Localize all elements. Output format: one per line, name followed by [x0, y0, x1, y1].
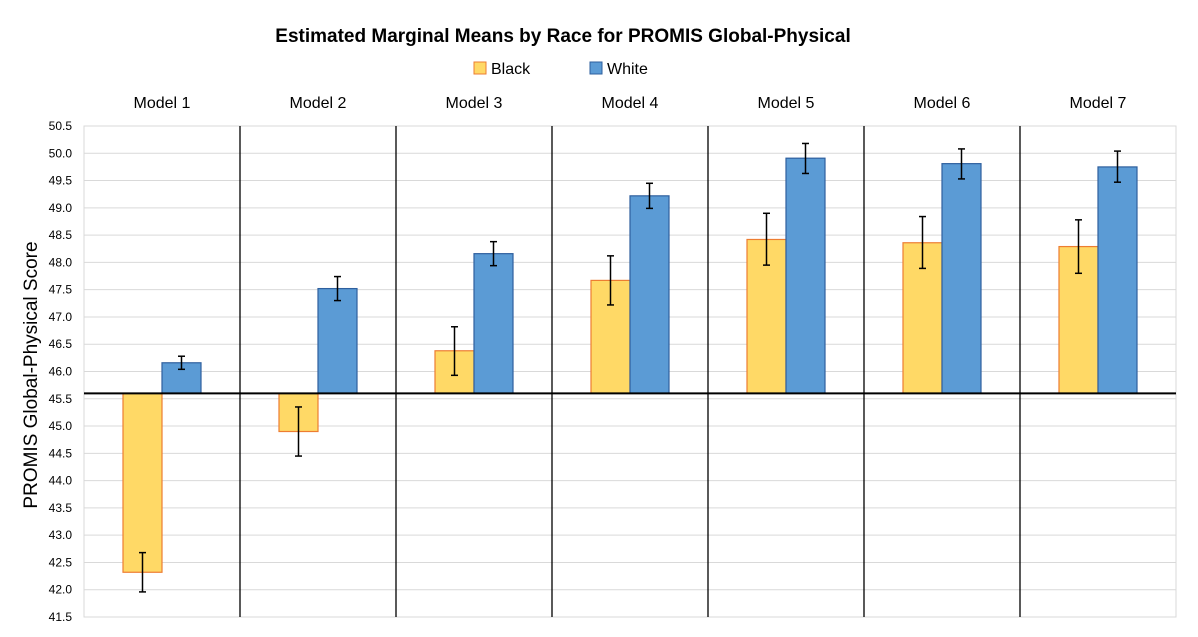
legend-label-white: White: [607, 61, 648, 78]
error-bars: [139, 142, 1121, 593]
y-tick-label: 44.5: [49, 446, 73, 460]
y-tick-label: 43.5: [49, 501, 73, 515]
bar-black: [122, 392, 163, 573]
y-tick-label: 47.5: [49, 283, 73, 297]
y-tick-label: 42.0: [49, 583, 73, 597]
bars: [122, 157, 1138, 573]
y-tick-label: 46.0: [49, 365, 73, 379]
model-labels: Model 1 Model 2 Model 3 Model 4 Model 5 Model…: [134, 95, 1127, 112]
legend-label-black: Black: [491, 61, 531, 78]
y-tick-label: 44.0: [49, 474, 73, 488]
bar-white: [1097, 166, 1138, 394]
bar-white: [629, 195, 670, 394]
legend-swatch-black: [473, 61, 487, 75]
y-tick-label: 45.5: [49, 392, 73, 406]
bar-white: [785, 157, 826, 394]
y-tick-label: 43.0: [49, 528, 73, 542]
model-label: Model 7: [1070, 95, 1127, 112]
y-tick-label: 49.0: [49, 201, 73, 215]
y-tick-label: 42.5: [49, 555, 73, 569]
model-label: Model 2: [290, 95, 347, 112]
model-label: Model 6: [914, 95, 971, 112]
y-tick-label: 50.5: [49, 119, 73, 133]
bar-white: [317, 287, 358, 394]
chart-title: Estimated Marginal Means by Race for PRO…: [275, 26, 850, 47]
bar-white: [473, 253, 514, 394]
y-tick-label: 48.5: [49, 228, 73, 242]
bar-white: [941, 163, 982, 394]
legend-swatch-white: [589, 61, 603, 75]
y-tick-label: 48.0: [49, 255, 73, 269]
model-label: Model 4: [602, 95, 659, 112]
y-tick-label: 49.5: [49, 174, 73, 188]
y-tick-labels: 41.5 42.0 42.5 43.0 43.5 44.0 44.5 45.0 45.5 46.0…: [49, 119, 73, 624]
y-axis-label: PROMIS Global-Physical Score: [21, 241, 42, 508]
model-label: Model 1: [134, 95, 191, 112]
plot-frame: [83, 125, 1177, 618]
model-dividers: [83, 125, 1177, 618]
y-tick-label: 46.5: [49, 337, 73, 351]
model-label: Model 5: [758, 95, 815, 112]
y-tick-label: 45.0: [49, 419, 73, 433]
y-tick-label: 50.0: [49, 146, 73, 160]
y-tick-label: 41.5: [49, 610, 73, 624]
y-tick-label: 47.0: [49, 310, 73, 324]
model-label: Model 3: [446, 95, 503, 112]
legend: Black White: [473, 61, 648, 78]
